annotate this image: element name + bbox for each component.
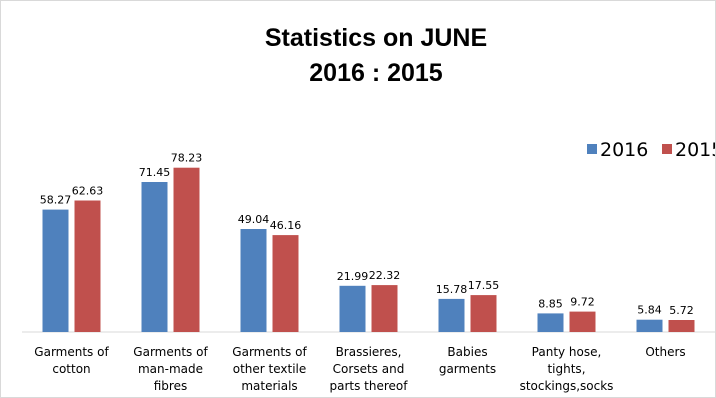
category-label-3: Brassieres, Corsets and parts thereof xyxy=(330,345,409,393)
category-label-1: Garments of man-made fibres xyxy=(133,345,208,393)
category-label-2: Garments of other textile materials xyxy=(232,345,307,393)
data-label-2016-6: 5.84 xyxy=(637,304,662,317)
category-label-line: other textile xyxy=(233,362,307,376)
data-label-2015-1: 78.23 xyxy=(171,152,203,165)
legend-swatch-2016 xyxy=(587,144,597,154)
bar-2015-5 xyxy=(569,311,596,332)
bar-2016-6 xyxy=(636,319,663,332)
category-label-4: Babies garments xyxy=(439,345,496,376)
data-label-2015-5: 9.72 xyxy=(570,296,595,309)
data-label-2015-4: 17.55 xyxy=(468,279,500,292)
data-label-2015-3: 22.32 xyxy=(369,269,401,282)
chart-title-line-2: 2016 : 2015 xyxy=(309,59,443,87)
category-label-line: materials xyxy=(241,379,297,393)
data-label-2016-3: 21.99 xyxy=(337,270,369,283)
legend-swatch-2015 xyxy=(662,144,672,154)
category-label-line: stockings,socks xyxy=(520,379,614,393)
bar-2015-0 xyxy=(74,200,101,332)
category-labels-group: Garments of cotton Garments of man-made fibr… xyxy=(34,345,685,393)
category-label-line: Panty hose, xyxy=(532,345,602,359)
legend-label-2016: 2016 xyxy=(600,139,648,161)
category-label-line: Corsets and xyxy=(333,362,405,376)
category-label-0: Garments of cotton xyxy=(34,345,109,376)
category-label-line: Garments of xyxy=(133,345,208,359)
category-label-line: Garments of xyxy=(34,345,109,359)
data-label-2016-5: 8.85 xyxy=(538,297,563,310)
data-label-2015-0: 62.63 xyxy=(72,185,104,198)
bar-2016-1 xyxy=(141,182,168,332)
bar-2016-2 xyxy=(240,229,267,332)
bar-2015-2 xyxy=(272,235,299,332)
category-label-line: parts thereof xyxy=(330,379,409,393)
category-label-line: Brassieres, xyxy=(336,345,402,359)
category-label-line: Garments of xyxy=(232,345,307,359)
data-label-2016-1: 71.45 xyxy=(139,166,171,179)
data-label-2015-2: 46.16 xyxy=(270,219,302,232)
category-label-6: Others xyxy=(645,345,685,359)
legend: 2016 2015 xyxy=(587,139,715,161)
category-label-5: Panty hose, tights, stockings,socks xyxy=(520,345,614,393)
bar-2015-1 xyxy=(173,167,200,332)
category-label-line: man-made xyxy=(138,362,203,376)
data-label-2016-4: 15.78 xyxy=(436,283,468,296)
bar-2016-5 xyxy=(537,313,564,332)
bar-2015-4 xyxy=(470,295,497,332)
bars-group xyxy=(42,167,695,332)
data-label-2016-0: 58.27 xyxy=(40,194,72,207)
chart-title-line-1: Statistics on JUNE xyxy=(265,24,487,52)
category-label-line: Others xyxy=(645,345,685,359)
bar-2016-4 xyxy=(438,298,465,332)
legend-label-2015: 2015 xyxy=(675,139,715,161)
category-label-line: fibres xyxy=(154,379,187,393)
chart-title: Statistics on JUNE 2016 : 2015 xyxy=(265,24,487,87)
bar-2016-0 xyxy=(42,209,69,332)
category-label-line: garments xyxy=(439,362,496,376)
category-label-line: Babies xyxy=(447,345,487,359)
category-label-line: cotton xyxy=(52,362,90,376)
bar-2016-3 xyxy=(339,285,366,332)
data-label-2016-2: 49.04 xyxy=(238,213,270,226)
bar-2015-3 xyxy=(371,285,398,332)
category-label-line: tights, xyxy=(547,362,585,376)
bar-2015-6 xyxy=(668,320,695,332)
data-label-2015-6: 5.72 xyxy=(669,304,694,317)
